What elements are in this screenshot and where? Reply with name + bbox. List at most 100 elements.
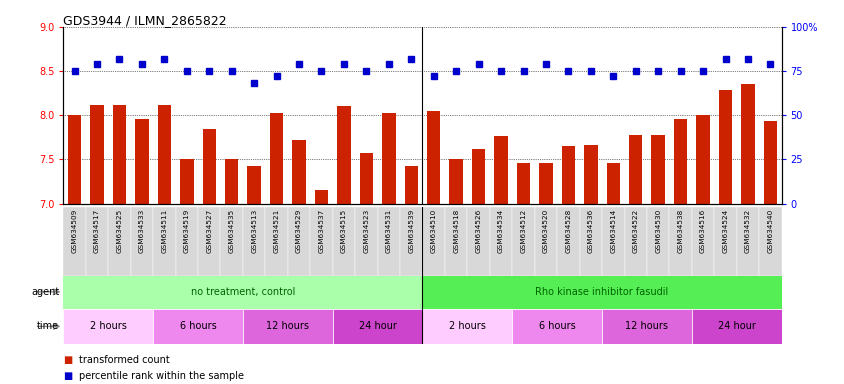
Bar xyxy=(674,119,686,204)
Text: 24 hour: 24 hour xyxy=(358,321,396,331)
Bar xyxy=(220,207,243,276)
Text: GSM634528: GSM634528 xyxy=(565,209,571,253)
Bar xyxy=(63,309,153,344)
Text: 6 hours: 6 hours xyxy=(180,321,216,331)
Text: GSM634515: GSM634515 xyxy=(340,209,347,253)
Bar xyxy=(153,309,243,344)
Text: GSM634523: GSM634523 xyxy=(363,209,369,253)
Bar xyxy=(158,104,170,204)
Bar xyxy=(243,309,333,344)
Bar xyxy=(517,163,530,204)
Bar xyxy=(471,149,484,204)
Bar xyxy=(176,207,197,276)
Bar xyxy=(691,309,781,344)
Text: GSM634540: GSM634540 xyxy=(766,209,772,253)
Text: GSM634529: GSM634529 xyxy=(295,209,301,253)
Bar xyxy=(628,135,641,204)
Bar xyxy=(288,207,310,276)
Bar xyxy=(269,113,283,204)
Text: time: time xyxy=(37,321,59,331)
Bar xyxy=(197,207,220,276)
Text: GSM634510: GSM634510 xyxy=(430,209,436,253)
Bar xyxy=(422,275,781,309)
Text: 24 hour: 24 hour xyxy=(717,321,755,331)
Text: GSM634530: GSM634530 xyxy=(654,209,660,253)
Text: Rho kinase inhibitor fasudil: Rho kinase inhibitor fasudil xyxy=(535,287,668,297)
Bar xyxy=(511,207,534,276)
Bar xyxy=(68,115,81,204)
Text: GSM634511: GSM634511 xyxy=(161,209,167,253)
Text: GSM634521: GSM634521 xyxy=(273,209,279,253)
Bar xyxy=(511,309,601,344)
Text: GSM634532: GSM634532 xyxy=(744,209,750,253)
Bar xyxy=(377,207,399,276)
Bar xyxy=(180,159,193,204)
Text: GSM634527: GSM634527 xyxy=(206,209,212,253)
Bar xyxy=(758,207,781,276)
Text: GSM634524: GSM634524 xyxy=(722,209,728,253)
Bar xyxy=(153,207,176,276)
Text: GSM634536: GSM634536 xyxy=(587,209,593,253)
Bar xyxy=(601,309,691,344)
Bar xyxy=(718,91,732,204)
Bar xyxy=(490,207,511,276)
Text: 6 hours: 6 hours xyxy=(538,321,575,331)
Bar xyxy=(310,207,333,276)
Bar xyxy=(624,207,647,276)
Bar xyxy=(467,207,490,276)
Bar xyxy=(691,207,713,276)
Bar xyxy=(86,207,108,276)
Bar xyxy=(534,207,556,276)
Text: GSM634520: GSM634520 xyxy=(543,209,549,253)
Bar xyxy=(135,119,149,204)
Bar xyxy=(422,207,445,276)
Text: GSM634539: GSM634539 xyxy=(408,209,414,253)
Text: 2 hours: 2 hours xyxy=(448,321,485,331)
Bar xyxy=(647,207,668,276)
Bar xyxy=(651,135,664,204)
Bar xyxy=(736,207,758,276)
Bar xyxy=(763,121,776,204)
Bar xyxy=(90,104,104,204)
Text: no treatment, control: no treatment, control xyxy=(191,287,295,297)
Bar xyxy=(426,111,440,204)
Bar xyxy=(422,309,511,344)
Bar xyxy=(601,207,624,276)
Text: GSM634513: GSM634513 xyxy=(251,209,257,253)
Bar xyxy=(265,207,288,276)
Bar xyxy=(203,129,216,204)
Text: 12 hours: 12 hours xyxy=(266,321,309,331)
Bar xyxy=(247,166,261,204)
Text: GSM634512: GSM634512 xyxy=(520,209,526,253)
Bar xyxy=(713,207,736,276)
Bar xyxy=(112,104,126,204)
Bar xyxy=(494,136,507,204)
Text: 12 hours: 12 hours xyxy=(625,321,668,331)
Text: GSM634537: GSM634537 xyxy=(318,209,324,253)
Bar xyxy=(561,146,575,204)
Bar xyxy=(131,207,153,276)
Bar xyxy=(314,190,327,204)
Bar xyxy=(583,145,597,204)
Bar xyxy=(579,207,601,276)
Bar xyxy=(108,207,131,276)
Bar xyxy=(556,207,579,276)
Bar xyxy=(381,113,395,204)
Bar xyxy=(333,309,422,344)
Bar xyxy=(225,159,238,204)
Bar xyxy=(354,207,377,276)
Text: GSM634534: GSM634534 xyxy=(497,209,504,253)
Text: agent: agent xyxy=(31,287,59,297)
Bar xyxy=(668,207,691,276)
Bar xyxy=(740,84,754,204)
Text: GSM634516: GSM634516 xyxy=(699,209,706,253)
Text: GSM634526: GSM634526 xyxy=(475,209,481,253)
Text: GSM634509: GSM634509 xyxy=(72,209,78,253)
Text: percentile rank within the sample: percentile rank within the sample xyxy=(78,371,243,381)
Text: ■: ■ xyxy=(63,355,73,365)
Bar xyxy=(337,106,350,204)
Text: GDS3944 / ILMN_2865822: GDS3944 / ILMN_2865822 xyxy=(63,14,227,27)
Text: GSM634518: GSM634518 xyxy=(452,209,458,253)
Bar xyxy=(333,207,354,276)
Text: GSM634525: GSM634525 xyxy=(116,209,122,253)
